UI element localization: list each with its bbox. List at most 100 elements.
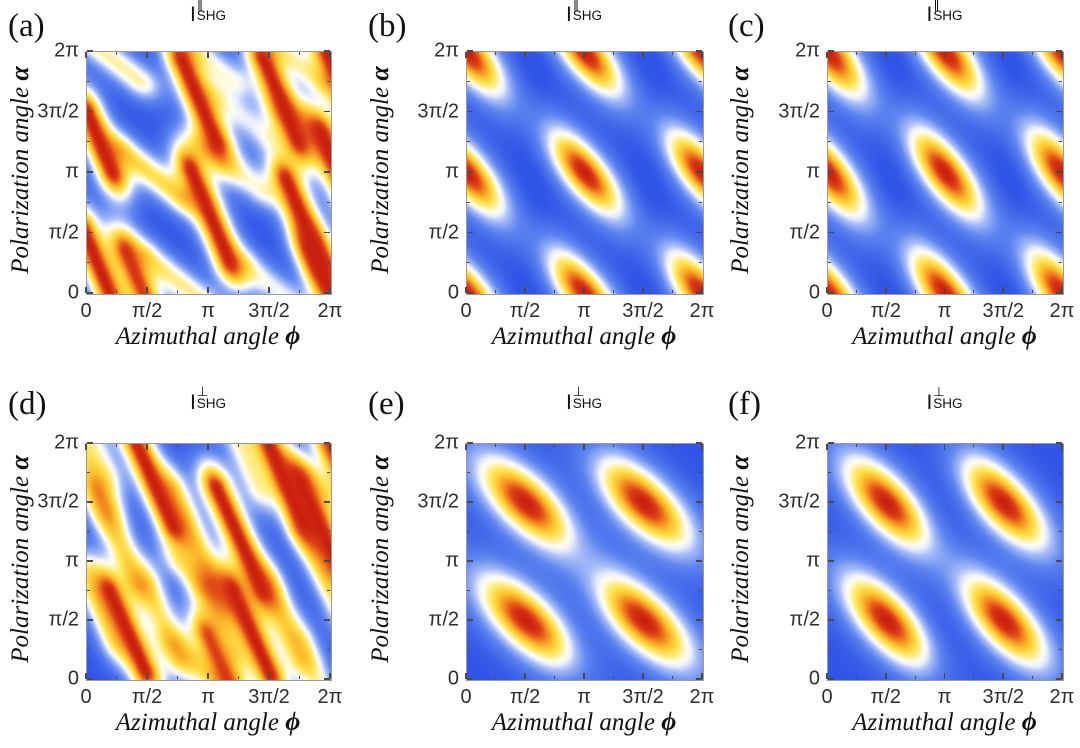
tick-mark (324, 292, 330, 294)
tick-mark (696, 560, 702, 562)
tick-mark (467, 141, 471, 143)
panel-label: (d) (8, 386, 47, 422)
tick-mark (1032, 52, 1034, 56)
panel-d: (d) I ⊥ SHG Polarization angle α Azimuthal… (0, 374, 360, 748)
alpha-symbol: α (725, 455, 754, 470)
heatmap-plot (466, 443, 704, 681)
tick-mark (495, 444, 496, 448)
tick-mark (973, 444, 975, 448)
title-shg-subscript: SHG (572, 8, 603, 23)
tick-mark (116, 290, 117, 293)
panel-label: (b) (368, 8, 407, 44)
x-tick-label: π (937, 686, 952, 708)
x-axis-label: Azimuthal angle ϕ (466, 707, 702, 737)
tick-mark (914, 676, 916, 679)
tick-mark (1056, 501, 1062, 503)
tick-mark (1059, 472, 1062, 473)
tick-mark (87, 442, 94, 444)
panel-c: (c) I ∥ SHG Polarization angle α Azimuthal… (720, 0, 1080, 374)
tick-mark (699, 201, 702, 203)
tick-mark (943, 444, 946, 451)
tick-mark (701, 52, 703, 59)
tick-mark (327, 201, 330, 203)
tick-mark (583, 52, 585, 59)
x-tick-label: π/2 (870, 686, 901, 708)
tick-mark (1056, 110, 1062, 113)
tick-mark (1002, 444, 1005, 451)
y-tick-label: 0 (67, 667, 79, 690)
tick-mark (268, 673, 270, 679)
tick-mark (943, 52, 946, 59)
tick-mark (828, 678, 835, 680)
y-tick-label: 0 (67, 281, 79, 304)
tick-mark (696, 678, 702, 680)
tick-mark (465, 673, 467, 679)
tick-mark (87, 560, 94, 562)
tick-mark (642, 444, 644, 451)
tick-mark (554, 676, 555, 679)
tick-mark (85, 673, 87, 679)
x-tick-label: 3π/2 (982, 300, 1025, 322)
tick-mark (467, 110, 474, 113)
tick-mark (207, 52, 209, 59)
tick-mark (87, 231, 94, 234)
tick-mark (554, 290, 555, 293)
tick-mark (1032, 444, 1034, 448)
tick-mark (613, 290, 614, 293)
y-tick-label: 2π (795, 39, 820, 62)
title-script-stack: ∥ SHG (197, 0, 226, 23)
plot-title: I ∥ SHG (86, 0, 330, 29)
y-tick-label: 2π (434, 39, 459, 62)
title-intensity-symbol: I (189, 3, 196, 26)
tick-mark (146, 287, 148, 293)
tick-mark (1032, 290, 1034, 293)
tick-mark (85, 52, 87, 59)
tick-mark (87, 501, 94, 503)
tick-mark (467, 649, 471, 650)
y-tick-label: π/2 (48, 221, 79, 243)
tick-mark (973, 676, 975, 679)
tick-mark (583, 444, 585, 451)
y-axis-label: Polarization angle α (365, 49, 395, 291)
tick-mark (1056, 678, 1062, 680)
x-tick-label: π/2 (131, 686, 163, 708)
x-axis-label-text: Azimuthal angle (491, 709, 662, 736)
tick-mark (914, 444, 916, 448)
heatmap-plot (86, 443, 332, 681)
tick-mark (613, 52, 614, 56)
tick-mark (524, 287, 526, 293)
y-tick-label: 3π/2 (37, 100, 79, 122)
tick-mark (828, 560, 835, 562)
x-tick-label: 3π/2 (622, 300, 664, 322)
panel-label: (a) (8, 8, 45, 44)
tick-mark (828, 472, 832, 473)
tick-mark (701, 673, 703, 679)
x-tick-label: π (577, 300, 591, 322)
tick-mark (884, 673, 887, 679)
tick-mark (87, 590, 91, 591)
x-axis-label-text: Azimuthal angle (852, 709, 1022, 736)
x-axis-label-text: Azimuthal angle (115, 323, 286, 350)
tick-mark (701, 287, 703, 293)
x-tick-label: π (577, 686, 591, 708)
tick-mark (1061, 52, 1063, 59)
tick-mark (1059, 201, 1062, 203)
tick-mark (324, 50, 330, 52)
title-intensity-symbol: I (565, 391, 572, 414)
tick-mark (1032, 676, 1034, 679)
tick-mark (324, 442, 330, 444)
tick-mark (828, 141, 832, 143)
y-tick-label: π (445, 160, 459, 183)
tick-mark (828, 501, 835, 503)
title-perpendicular-superscript: ⊥ (196, 384, 209, 399)
tick-mark (828, 531, 832, 532)
tick-mark (1002, 673, 1005, 679)
tick-mark (329, 287, 331, 293)
tick-mark (554, 444, 555, 448)
x-tick-label: 0 (460, 300, 472, 322)
x-axis-label-text: Azimuthal angle (491, 323, 662, 350)
tick-mark (465, 287, 467, 293)
tick-mark (467, 262, 471, 264)
x-tick-label: π/2 (131, 300, 163, 322)
